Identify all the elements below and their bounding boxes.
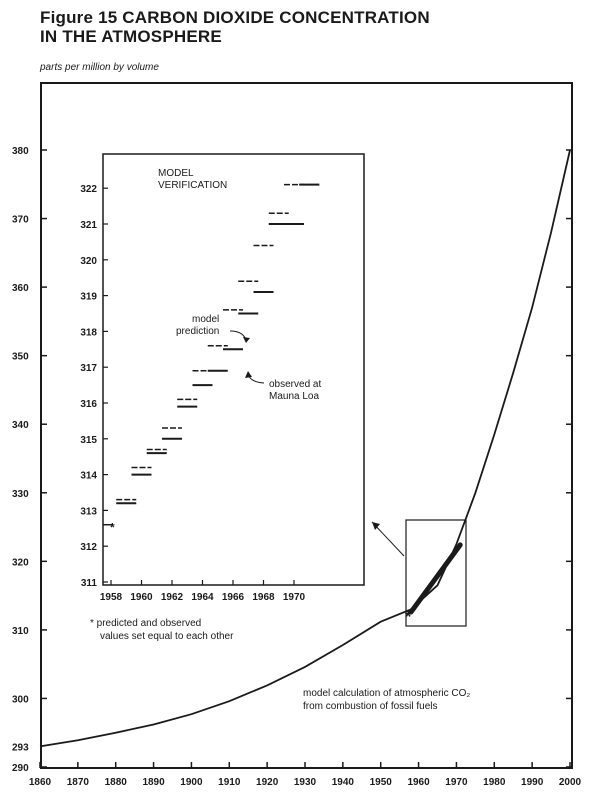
inset-y-tick-label: 314 bbox=[80, 471, 97, 482]
x-tick-label: 1870 bbox=[67, 777, 90, 788]
inset-x-tick-label: 1960 bbox=[130, 592, 153, 603]
curve-label-line-1: model calculation of atmospheric CO₂ bbox=[303, 688, 470, 699]
inset-title-line-2: VERIFICATION bbox=[158, 180, 227, 191]
inset-y-tick-label: 313 bbox=[80, 506, 97, 517]
label-observed-line-2: Mauna Loa bbox=[269, 391, 319, 402]
footnote-line-2: values set equal to each other bbox=[100, 631, 234, 642]
x-tick-label: 1980 bbox=[483, 777, 506, 788]
label-observed-line-1: observed at bbox=[269, 379, 321, 390]
y-tick-label: 320 bbox=[12, 557, 29, 568]
highlight-segment bbox=[411, 545, 460, 612]
x-tick-label: 1960 bbox=[407, 777, 430, 788]
inset-x-tick-label: 1970 bbox=[283, 592, 306, 603]
label-model-prediction-line-1: model bbox=[192, 314, 219, 325]
inset-x-tick-label: 1966 bbox=[222, 592, 245, 603]
inset-y-tick-label: 319 bbox=[80, 292, 97, 303]
inset-y-tick-label: 318 bbox=[80, 327, 97, 338]
y-tick-label: 340 bbox=[12, 420, 29, 431]
inset-y-tick-label: 312 bbox=[80, 542, 97, 553]
curve-label-line-2: from combustion of fossil fuels bbox=[303, 701, 438, 712]
footnote-line-1: * predicted and observed bbox=[90, 618, 201, 629]
y-tick-label: 290 bbox=[12, 763, 29, 774]
x-tick-label: 1940 bbox=[332, 777, 355, 788]
label-model-prediction-line-2: prediction bbox=[176, 326, 219, 337]
inset-y-tick-label: 322 bbox=[80, 184, 97, 195]
y-tick-label-extra: 293 bbox=[12, 742, 29, 753]
y-tick-label: 360 bbox=[12, 283, 29, 294]
y-tick-label: 310 bbox=[12, 626, 29, 637]
inset-title-line-1: MODEL bbox=[158, 168, 194, 179]
y-tick-label: 350 bbox=[12, 352, 29, 363]
inset-y-tick-label: 315 bbox=[80, 435, 97, 446]
inset-y-tick-label: 320 bbox=[80, 256, 97, 267]
inset-y-tick-label: 316 bbox=[80, 399, 97, 410]
y-tick-label: 300 bbox=[12, 694, 29, 705]
inset-frame bbox=[103, 154, 364, 585]
x-tick-label: 1930 bbox=[294, 777, 317, 788]
y-tick-label: 380 bbox=[12, 146, 29, 157]
inset-x-tick-label: 1964 bbox=[191, 592, 214, 603]
x-tick-label: 1900 bbox=[180, 777, 203, 788]
x-tick-label: 1860 bbox=[29, 777, 52, 788]
asterisk-marker: * bbox=[405, 609, 412, 626]
x-tick-label: 1890 bbox=[142, 777, 165, 788]
inset-y-tick-label: 317 bbox=[80, 363, 97, 374]
inset-x-tick-label: 1962 bbox=[161, 592, 184, 603]
x-tick-label: 2000 bbox=[559, 777, 582, 788]
inset-y-tick-label: 311 bbox=[81, 578, 98, 589]
x-tick-label: 1920 bbox=[256, 777, 279, 788]
inset-x-tick-label: 1968 bbox=[252, 592, 275, 603]
x-tick-label: 1990 bbox=[521, 777, 544, 788]
x-tick-label: 1970 bbox=[445, 777, 468, 788]
first-point-asterisk: * bbox=[110, 521, 115, 535]
inset-y-tick-label: 321 bbox=[80, 220, 97, 231]
x-tick-label: 1880 bbox=[105, 777, 128, 788]
inset-x-tick-label: 1958 bbox=[100, 592, 123, 603]
x-tick-label: 1950 bbox=[370, 777, 393, 788]
x-tick-label: 1910 bbox=[218, 777, 241, 788]
y-tick-label: 330 bbox=[12, 489, 29, 500]
y-tick-label: 370 bbox=[12, 215, 29, 226]
